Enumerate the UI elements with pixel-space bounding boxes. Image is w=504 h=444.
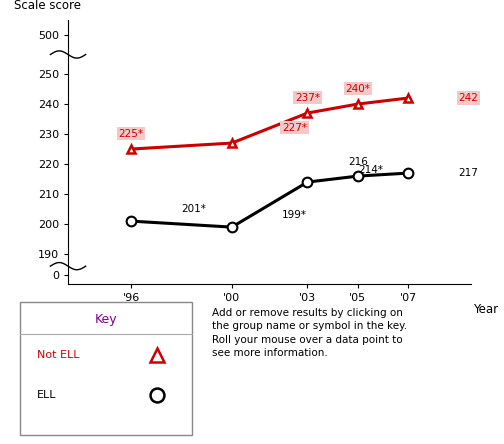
Text: Key: Key (95, 313, 117, 326)
Text: 227*: 227* (282, 123, 307, 133)
Text: 214*: 214* (358, 165, 383, 174)
Text: Add or remove results by clicking on
the group name or symbol in the key.
Roll y: Add or remove results by clicking on the… (212, 308, 407, 358)
Text: 237*: 237* (295, 92, 320, 103)
Text: 217: 217 (459, 168, 478, 178)
Text: Scale score: Scale score (14, 0, 81, 12)
Text: 225*: 225* (118, 129, 144, 139)
Text: 216: 216 (348, 157, 368, 167)
Text: Not ELL: Not ELL (37, 350, 80, 360)
Text: 201*: 201* (181, 204, 206, 214)
Text: Year: Year (473, 303, 498, 316)
Text: 199*: 199* (282, 210, 307, 220)
Text: 240*: 240* (345, 83, 370, 94)
Text: ELL: ELL (37, 390, 57, 400)
Text: 242: 242 (459, 93, 478, 103)
